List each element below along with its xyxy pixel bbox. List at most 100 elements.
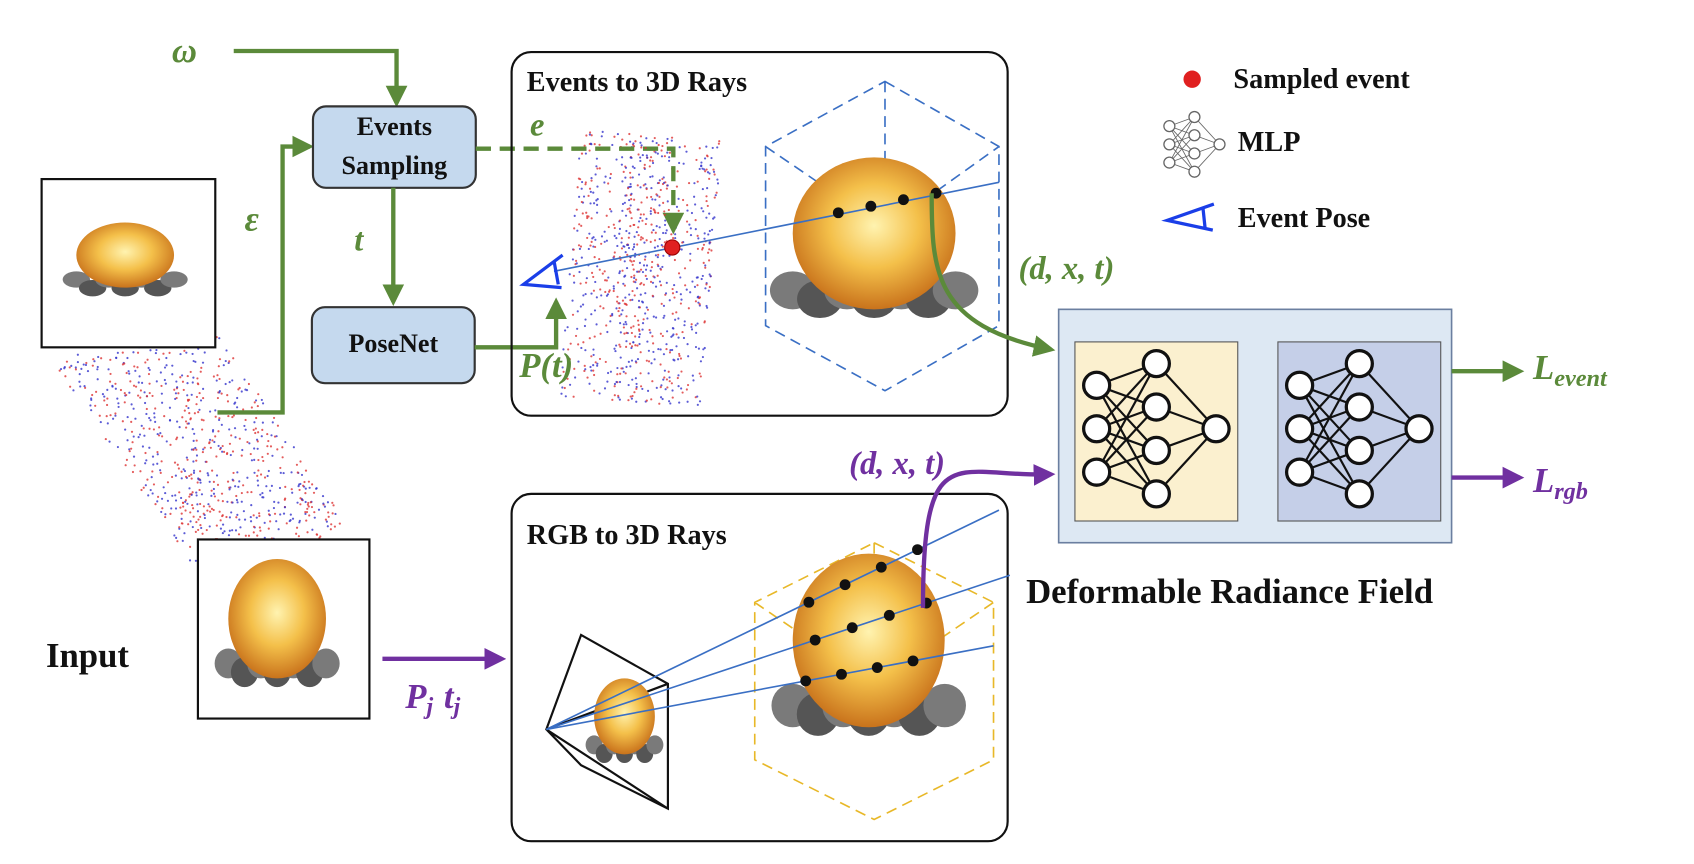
event-dot <box>645 196 649 199</box>
event-dot <box>616 132 619 136</box>
event-dot <box>69 385 72 388</box>
event-dot <box>700 161 703 164</box>
event-dot <box>588 149 591 152</box>
event-dot <box>645 399 648 402</box>
event-dot <box>594 280 597 284</box>
event-dot <box>584 318 587 321</box>
event-dot <box>584 281 588 284</box>
event-dot <box>636 270 639 273</box>
event-dot <box>233 427 237 430</box>
event-dot <box>632 142 635 145</box>
event-dot <box>640 146 643 149</box>
event-dot <box>698 372 701 375</box>
event-dot <box>601 272 604 275</box>
event-dot <box>205 460 208 463</box>
event-dot <box>598 357 602 360</box>
event-dot <box>168 419 172 422</box>
event-dot <box>156 462 159 465</box>
event-dot <box>221 450 224 453</box>
event-dot <box>639 372 642 375</box>
event-dot <box>195 395 199 398</box>
event-dot <box>192 439 195 442</box>
event-dot <box>636 287 639 290</box>
event-dot <box>604 360 607 364</box>
event-dot <box>175 536 178 539</box>
event-dot <box>663 210 666 213</box>
event-dot <box>642 318 645 321</box>
event-dot <box>187 523 190 526</box>
event-dot <box>266 474 269 478</box>
rock <box>646 735 664 755</box>
event-dot <box>582 195 586 198</box>
event-dot <box>670 139 673 142</box>
event-dot <box>657 265 660 268</box>
event-dot <box>671 396 674 399</box>
event-dot <box>103 399 106 402</box>
event-dot <box>622 170 625 173</box>
event-dot <box>202 505 205 508</box>
event-dot <box>185 456 188 459</box>
event-dot <box>665 229 668 232</box>
event-dot <box>627 187 630 190</box>
event-dot <box>660 384 663 387</box>
fire <box>594 678 655 755</box>
event-dot <box>227 414 230 418</box>
event-dot <box>643 163 646 166</box>
event-dot <box>685 150 688 153</box>
event-dot <box>702 348 705 351</box>
event-dot <box>140 424 143 427</box>
event-dot <box>674 233 677 236</box>
event-dot <box>588 133 591 136</box>
event-dot <box>621 309 624 312</box>
event-dot <box>218 417 221 420</box>
event-dot <box>649 331 652 334</box>
event-dot <box>615 380 618 384</box>
event-dot <box>705 154 709 157</box>
event-dot <box>231 450 235 453</box>
event-dot <box>584 368 587 371</box>
event-dot <box>195 459 198 462</box>
event-dot <box>228 529 231 532</box>
event-dot <box>224 382 227 386</box>
event-dot <box>567 359 570 362</box>
event-dot <box>254 427 257 430</box>
event-dot <box>169 443 172 446</box>
event-dot <box>249 515 252 519</box>
nn-node <box>1081 457 1112 487</box>
event-dot <box>698 296 702 299</box>
event-dot <box>560 392 563 395</box>
event-dot <box>157 434 161 437</box>
event-dot <box>643 258 647 261</box>
event-dot <box>275 520 278 523</box>
event-dot <box>623 284 626 287</box>
event-dot <box>166 481 170 484</box>
event-dot <box>208 438 212 441</box>
event-dot <box>652 315 655 318</box>
event-dot <box>199 481 202 484</box>
event-dot <box>76 353 79 356</box>
event-dot <box>119 388 123 392</box>
event-dot <box>715 191 718 194</box>
event-dot <box>183 469 187 473</box>
event-dot <box>624 166 628 169</box>
event-dot <box>219 519 222 522</box>
event-dot <box>660 302 663 305</box>
event-dot <box>253 471 256 474</box>
event-dot <box>228 381 231 384</box>
event-dot <box>629 395 632 398</box>
event-dot <box>220 423 223 426</box>
event-dot <box>642 283 645 286</box>
event-dot <box>656 274 659 277</box>
event-dot <box>151 394 154 397</box>
event-dot <box>636 357 640 361</box>
event-dot <box>215 455 218 458</box>
event-dot <box>624 194 627 197</box>
event-dot <box>95 390 98 393</box>
event-dot <box>255 516 258 519</box>
event-dot <box>234 529 238 532</box>
event-dot <box>231 529 234 532</box>
event-dot <box>659 284 663 287</box>
event-dot <box>194 530 197 533</box>
event-dot <box>607 276 610 279</box>
event-dot <box>708 248 711 251</box>
